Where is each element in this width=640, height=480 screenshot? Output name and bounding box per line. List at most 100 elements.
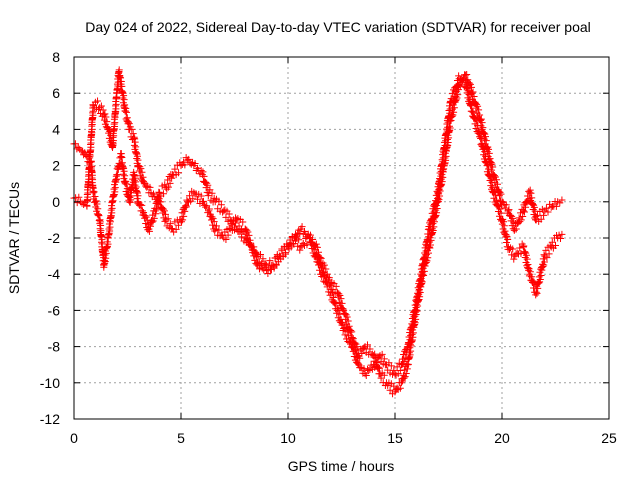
data-point <box>414 292 422 300</box>
data-point <box>282 249 290 257</box>
data-point <box>156 189 164 197</box>
data-point <box>150 214 158 222</box>
data-point <box>517 216 525 224</box>
data-point <box>497 209 505 217</box>
data-point <box>92 197 100 205</box>
data-point <box>131 135 139 143</box>
data-point <box>526 268 534 276</box>
data-point <box>263 267 271 275</box>
data-point <box>270 264 278 272</box>
data-point <box>343 328 351 336</box>
data-point <box>362 372 370 380</box>
data-point <box>119 163 127 171</box>
data-point <box>482 137 490 145</box>
data-point <box>463 70 471 78</box>
data-point <box>129 130 137 138</box>
data-point <box>491 191 499 199</box>
data-point <box>71 140 79 148</box>
data-point <box>136 200 144 208</box>
data-point <box>149 211 157 219</box>
data-point <box>484 160 492 168</box>
data-point <box>417 265 425 273</box>
data-point <box>114 171 122 179</box>
data-point <box>339 305 347 313</box>
data-point <box>516 218 524 226</box>
data-point <box>433 195 441 203</box>
data-point <box>191 159 199 167</box>
data-point <box>427 236 435 244</box>
data-point <box>252 253 260 261</box>
data-point <box>488 178 496 186</box>
data-point <box>487 175 495 183</box>
data-point <box>500 222 508 230</box>
data-point <box>153 193 161 201</box>
data-point <box>159 190 167 198</box>
data-point <box>139 173 147 181</box>
data-point <box>544 208 552 216</box>
data-point <box>480 151 488 159</box>
data-point <box>311 246 319 254</box>
data-point <box>459 75 467 83</box>
data-point <box>336 310 344 318</box>
data-point <box>182 202 190 210</box>
data-point <box>259 255 267 263</box>
data-point <box>239 218 247 226</box>
data-point <box>533 289 541 297</box>
data-point <box>336 291 344 299</box>
data-point <box>425 233 433 241</box>
data-point <box>117 78 125 86</box>
data-point <box>317 263 325 271</box>
y-tick-label: -10 <box>40 375 60 391</box>
data-point <box>483 162 491 170</box>
data-point <box>510 255 518 263</box>
data-point <box>509 214 517 222</box>
data-point <box>347 339 355 347</box>
data-point <box>331 299 339 307</box>
data-point <box>537 271 545 279</box>
data-point <box>519 207 527 215</box>
data-point <box>215 226 223 234</box>
data-point <box>181 161 189 169</box>
data-point <box>166 220 174 228</box>
data-point <box>502 231 510 239</box>
data-point <box>159 205 167 213</box>
data-point <box>305 234 313 242</box>
data-point <box>555 231 563 239</box>
data-point <box>371 350 379 358</box>
data-point <box>509 245 517 253</box>
data-point <box>532 288 540 296</box>
data-point <box>520 208 528 216</box>
data-point <box>407 347 415 355</box>
data-point <box>505 206 513 214</box>
data-point <box>204 181 212 189</box>
data-point <box>526 186 534 194</box>
y-tick-label: 6 <box>52 85 60 101</box>
data-point <box>264 270 272 278</box>
data-point <box>522 251 530 259</box>
data-point <box>202 203 210 211</box>
data-point <box>400 358 408 366</box>
data-point <box>401 373 409 381</box>
y-tick-label: -4 <box>48 266 61 282</box>
data-point <box>528 194 536 202</box>
data-point <box>337 315 345 323</box>
data-point <box>380 371 388 379</box>
data-point <box>448 90 456 98</box>
data-point <box>447 95 455 103</box>
data-point <box>512 225 520 233</box>
data-point <box>387 362 395 370</box>
data-point <box>94 97 102 105</box>
y-tick-label: 0 <box>52 194 60 210</box>
data-point <box>306 233 314 241</box>
y-tick-label: -8 <box>48 339 61 355</box>
data-point <box>415 287 423 295</box>
data-point <box>540 211 548 219</box>
data-point <box>325 274 333 282</box>
data-point <box>118 153 126 161</box>
data-point <box>102 113 110 121</box>
data-point <box>75 193 83 201</box>
data-point <box>375 364 383 372</box>
data-point <box>224 231 232 239</box>
data-point <box>245 231 253 239</box>
data-point <box>272 260 280 268</box>
